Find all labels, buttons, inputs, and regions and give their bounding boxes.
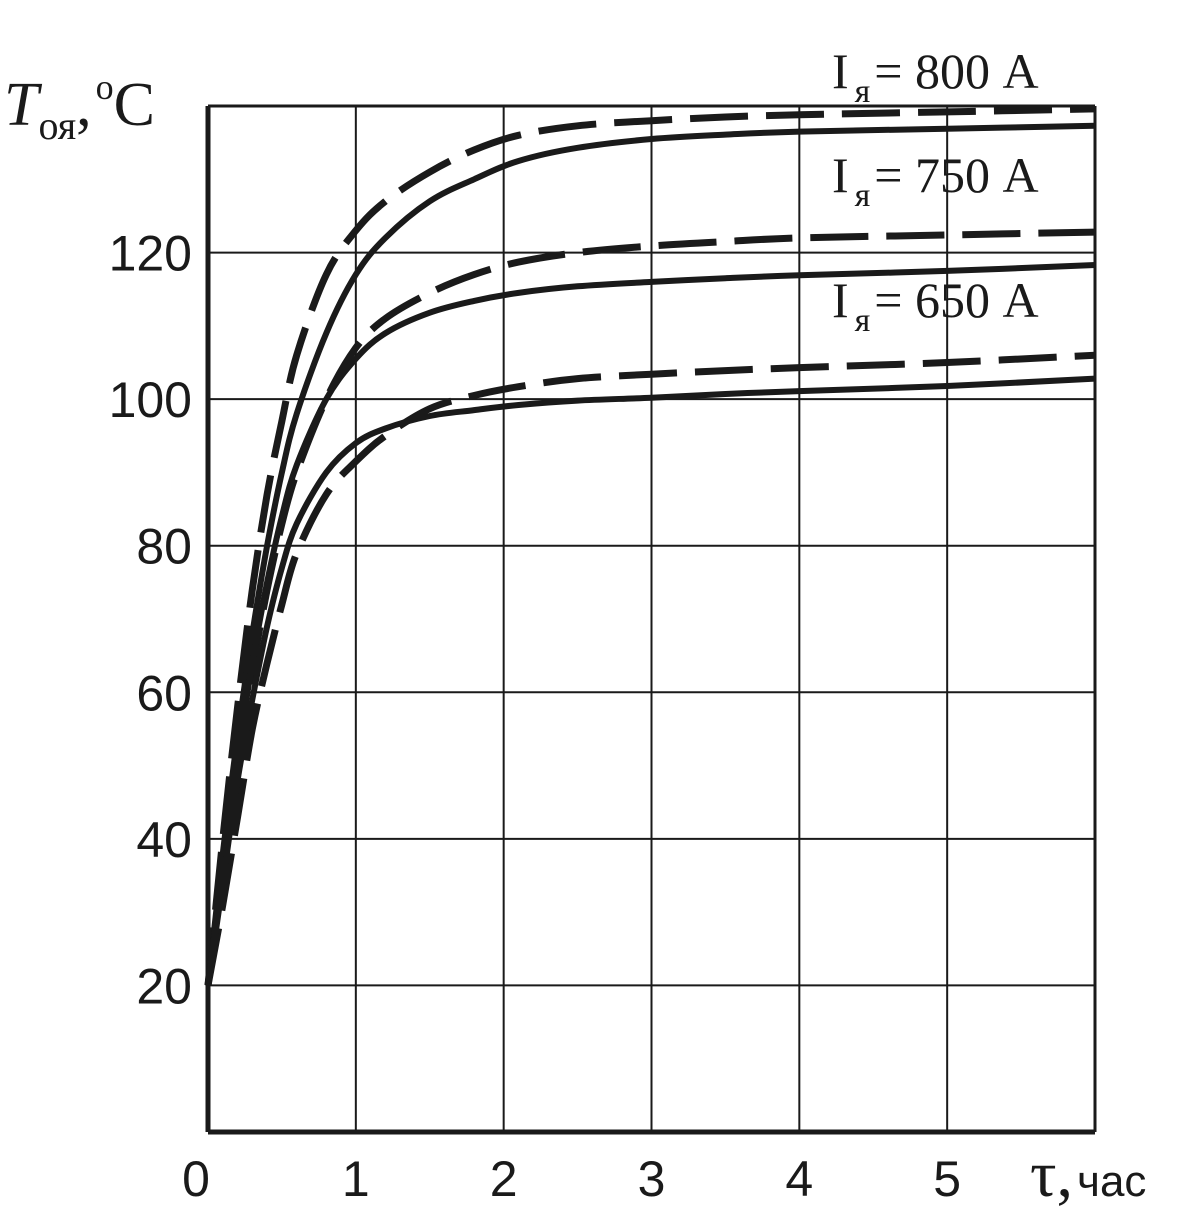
x-tick-label: 5 bbox=[933, 1151, 961, 1207]
x-tick-label: 0 bbox=[182, 1151, 210, 1207]
x-tick-label: 4 bbox=[785, 1151, 813, 1207]
y-tick-label: 20 bbox=[136, 958, 192, 1014]
grid bbox=[208, 106, 1095, 1132]
y-tick-label: 40 bbox=[136, 812, 192, 868]
x-tick-label: 3 bbox=[638, 1151, 666, 1207]
x-tick-label: 2 bbox=[490, 1151, 518, 1207]
y-axis-title: Tоя, oC bbox=[4, 67, 155, 148]
series-line-6-solid bbox=[205, 375, 1096, 986]
series-line-5-dashed bbox=[204, 351, 1096, 987]
series-line-4-solid bbox=[205, 262, 1096, 986]
series-line-3-dashed bbox=[204, 228, 1096, 986]
series-line-2-solid bbox=[205, 122, 1096, 986]
x-tick-label: 1 bbox=[342, 1151, 370, 1207]
x-axis-title: τ,час bbox=[1030, 1138, 1146, 1211]
y-tick-label: 80 bbox=[136, 519, 192, 575]
y-tick-label: 60 bbox=[136, 665, 192, 721]
tick-labels: 0 1 2 3 4 5 20 40 60 80 100 120 bbox=[109, 226, 962, 1207]
series-line-1-dashed bbox=[204, 105, 1096, 986]
series-group bbox=[204, 105, 1096, 987]
y-tick-label: 120 bbox=[109, 226, 192, 282]
y-tick-label: 100 bbox=[109, 372, 192, 428]
